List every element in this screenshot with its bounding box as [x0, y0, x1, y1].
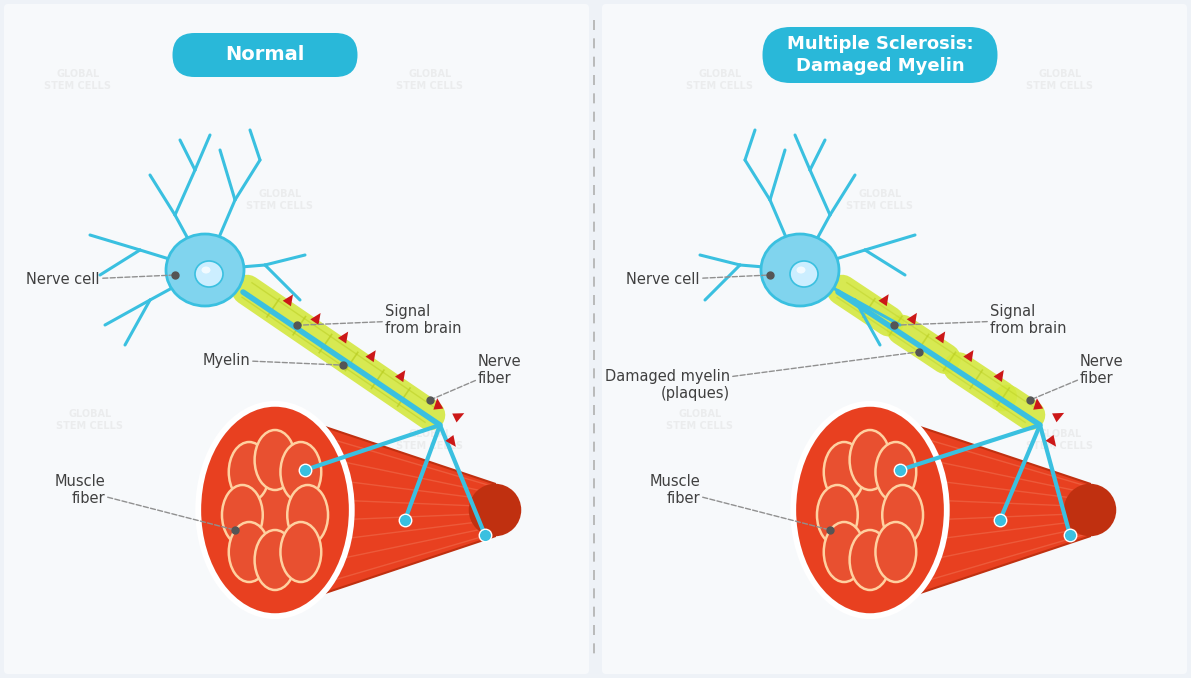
Text: GLOBAL
STEM CELLS: GLOBAL STEM CELLS: [397, 429, 463, 451]
Ellipse shape: [875, 522, 916, 582]
Ellipse shape: [201, 266, 211, 273]
Ellipse shape: [280, 522, 322, 582]
Text: GLOBAL
STEM CELLS: GLOBAL STEM CELLS: [1027, 429, 1093, 451]
Ellipse shape: [790, 261, 818, 287]
FancyBboxPatch shape: [601, 4, 1187, 674]
Ellipse shape: [883, 485, 923, 545]
Ellipse shape: [797, 266, 805, 273]
Polygon shape: [275, 410, 495, 610]
Text: GLOBAL
STEM CELLS: GLOBAL STEM CELLS: [667, 410, 734, 431]
Text: Damaged myelin
(plaques): Damaged myelin (plaques): [605, 352, 916, 401]
Ellipse shape: [849, 480, 891, 540]
Text: Signal
from brain: Signal from brain: [897, 304, 1066, 336]
Text: Myelin: Myelin: [202, 353, 341, 367]
Text: GLOBAL
STEM CELLS: GLOBAL STEM CELLS: [847, 189, 913, 211]
Polygon shape: [445, 435, 456, 447]
Ellipse shape: [824, 442, 865, 502]
Text: GLOBAL
STEM CELLS: GLOBAL STEM CELLS: [44, 69, 112, 91]
Polygon shape: [366, 351, 375, 362]
Ellipse shape: [229, 522, 269, 582]
Polygon shape: [906, 313, 917, 325]
Text: GLOBAL
STEM CELLS: GLOBAL STEM CELLS: [397, 69, 463, 91]
FancyBboxPatch shape: [173, 33, 357, 77]
Ellipse shape: [1064, 483, 1116, 536]
Text: Normal: Normal: [225, 45, 305, 64]
Polygon shape: [434, 398, 443, 410]
FancyBboxPatch shape: [762, 27, 998, 83]
Polygon shape: [453, 413, 464, 422]
Polygon shape: [1034, 398, 1043, 410]
Polygon shape: [1052, 413, 1064, 422]
Polygon shape: [964, 350, 973, 362]
Text: GLOBAL
STEM CELLS: GLOBAL STEM CELLS: [56, 410, 124, 431]
Text: Multiple Sclerosis:
Damaged Myelin: Multiple Sclerosis: Damaged Myelin: [787, 35, 973, 75]
Polygon shape: [338, 332, 348, 344]
Text: GLOBAL
STEM CELLS: GLOBAL STEM CELLS: [1027, 69, 1093, 91]
Text: Nerve cell: Nerve cell: [626, 273, 767, 287]
Ellipse shape: [166, 234, 244, 306]
Polygon shape: [311, 313, 320, 325]
Ellipse shape: [199, 405, 350, 615]
FancyBboxPatch shape: [4, 4, 590, 674]
Polygon shape: [993, 370, 1004, 382]
Text: GLOBAL
STEM CELLS: GLOBAL STEM CELLS: [686, 69, 754, 91]
Ellipse shape: [875, 442, 916, 502]
Text: Nerve
fiber: Nerve fiber: [432, 354, 522, 399]
Polygon shape: [879, 294, 888, 306]
Ellipse shape: [255, 430, 295, 490]
Ellipse shape: [849, 430, 891, 490]
Text: Signal
from brain: Signal from brain: [300, 304, 461, 336]
Ellipse shape: [469, 483, 522, 536]
Polygon shape: [869, 410, 1090, 610]
Text: Muscle
fiber: Muscle fiber: [55, 474, 232, 530]
Ellipse shape: [794, 405, 946, 615]
Text: Nerve cell: Nerve cell: [26, 273, 173, 287]
Ellipse shape: [195, 261, 223, 287]
Ellipse shape: [824, 522, 865, 582]
Ellipse shape: [287, 485, 328, 545]
Polygon shape: [395, 370, 405, 382]
Ellipse shape: [849, 530, 891, 590]
Ellipse shape: [222, 485, 263, 545]
Polygon shape: [935, 332, 946, 343]
Text: Muscle
fiber: Muscle fiber: [649, 474, 828, 530]
Polygon shape: [1046, 435, 1056, 447]
Ellipse shape: [255, 480, 295, 540]
Ellipse shape: [280, 442, 322, 502]
Ellipse shape: [229, 442, 269, 502]
Text: GLOBAL
STEM CELLS: GLOBAL STEM CELLS: [247, 189, 313, 211]
Polygon shape: [282, 294, 293, 306]
Ellipse shape: [817, 485, 858, 545]
Ellipse shape: [761, 234, 838, 306]
Text: Nerve
fiber: Nerve fiber: [1033, 354, 1123, 399]
Ellipse shape: [255, 530, 295, 590]
